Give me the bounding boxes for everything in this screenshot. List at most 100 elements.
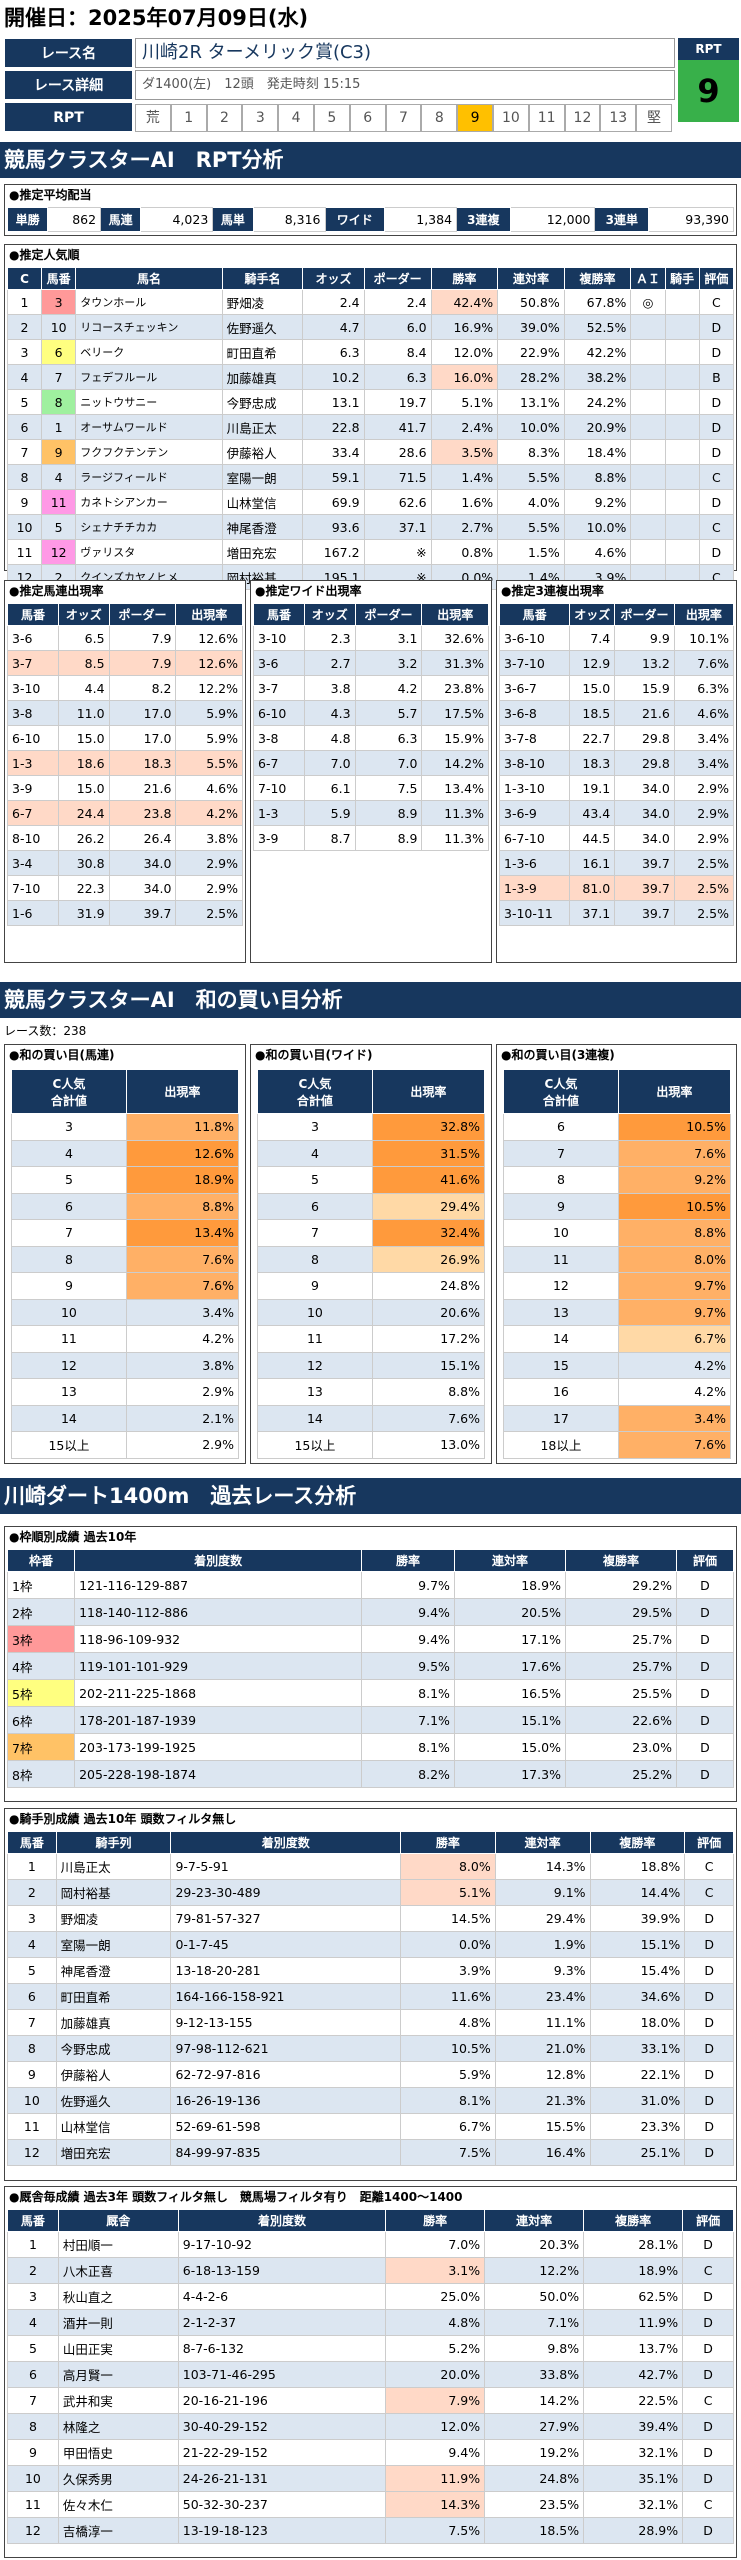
trainer-cell: 103-71-46-295 [177, 2361, 387, 2388]
table-row: 6 29.4% [257, 1192, 486, 1220]
trainer-cell: 10 [7, 2465, 59, 2492]
sum_trio-sum: 16 [503, 1378, 619, 1406]
trio-cell: 15.9 [614, 675, 675, 701]
pop-cell: 1 [41, 414, 77, 440]
trainer-cell: 11.9% [385, 2465, 486, 2492]
sum_trio-sum: 17 [503, 1404, 619, 1432]
pop-cell: 7 [6, 439, 43, 465]
sum_wide-rate: 41.6% [371, 1166, 486, 1194]
sum_quin-sum: 14 [11, 1404, 127, 1432]
table-row: 6 1 オーサムワールド 川島正太 22.8 41.7 2.4% 10.0% 20.9% D [6, 414, 735, 440]
pop-header: 複勝率 [563, 267, 632, 290]
wide-cell: 17.5% [421, 700, 489, 726]
jockey-cell: D [684, 2035, 734, 2062]
trio-cell: 2.9% [673, 800, 735, 826]
trainer-cell: C [682, 2257, 734, 2284]
gate-cell: D [675, 1733, 735, 1761]
sum_quin-rate: 4.2% [125, 1325, 240, 1353]
pop-cell: 93.6 [302, 514, 365, 540]
trio-cell: 9.9 [614, 625, 675, 651]
jockey-cell: D [684, 2139, 734, 2166]
sum_trio-rate: 4.2% [617, 1378, 732, 1406]
pop-cell [630, 339, 666, 365]
trainer-cell: D [682, 2231, 734, 2258]
trainer-cell: 20.3% [484, 2231, 585, 2258]
pop-cell: 6.0 [363, 314, 432, 340]
pop-cell: 2.4 [302, 289, 365, 315]
sum_quin-header-line: C人気 [52, 1076, 86, 1091]
jockey-header: 勝率 [399, 1831, 496, 1854]
jockey-cell: 8 [7, 2035, 57, 2062]
pop-cell: 50.8% [497, 289, 565, 315]
pop-cell: 37.1 [363, 514, 432, 540]
gate-cell: 18.9% [453, 1571, 566, 1599]
quin-cell: 4.4 [58, 675, 110, 701]
quin-cell: 17.0 [108, 700, 177, 726]
pop-cell [630, 414, 666, 440]
table-row: 4枠 119-101-101-929 9.5% 17.6% 25.7% D [6, 1652, 735, 1680]
popularity-box: ●推定人気順 C 馬番 馬名 騎手名 オッズ ポーダー 勝率 連対率 複勝率 ＡＩ 騎手 評価 1 3 タウ… [4, 244, 737, 590]
wide-cell: 15.9% [421, 725, 489, 751]
pop-cell: 18.4% [563, 439, 632, 465]
pop-cell [664, 439, 700, 465]
sum_wide-sum: 14 [257, 1404, 373, 1432]
jockey-cell: 18.8% [589, 1853, 686, 1880]
wide-cell: 7-10 [252, 775, 306, 801]
pop-cell: 71.5 [363, 464, 432, 490]
trio-cell: 21.6 [614, 700, 675, 726]
wide-title: ●推定ワイド出現率 [255, 584, 362, 598]
pop-cell: 今野忠成 [221, 389, 304, 415]
trainer-cell: D [682, 2335, 734, 2362]
sum_trio-rate: 4.2% [617, 1351, 732, 1379]
table-row: 3-6 2.7 3.2 31.3% [252, 650, 489, 676]
quin-cell: 18.3 [108, 750, 177, 776]
quin-cell: 11.0 [58, 700, 110, 726]
pop-cell: 62.6 [363, 489, 432, 515]
pop-cell: 28.2% [497, 364, 565, 390]
pop-cell: C [698, 464, 735, 490]
payout-label: 馬連 [100, 207, 142, 232]
pop-cell: タウンホール [75, 289, 223, 315]
pop-cell [630, 439, 666, 465]
table-row: 3-9 15.0 21.6 4.6% [6, 775, 243, 801]
trainer-cell: 50-32-30-237 [177, 2491, 387, 2518]
jockey-cell: 25.1% [589, 2139, 686, 2166]
jockey-cell: 9-7-5-91 [170, 1853, 401, 1880]
trainer-header: 複勝率 [583, 2209, 684, 2232]
race-detail-label: レース詳細 [4, 70, 133, 100]
pop-cell: 7 [41, 364, 77, 390]
sum_quin-rate: 2.9% [125, 1431, 240, 1459]
trainer-cell: 19.2% [484, 2439, 585, 2466]
wide-cell: 3-10 [252, 625, 306, 651]
wide-cell: 6.3 [354, 725, 423, 751]
sum_trio-sum: 15 [503, 1351, 619, 1379]
sum_wide-rate: 13.0% [371, 1431, 486, 1459]
jockey-cell: 3.9% [399, 1957, 496, 1984]
trainer-cell: 27.9% [484, 2413, 585, 2440]
gate-cell: D [675, 1679, 735, 1707]
trainer-box: ●厩舎毎成績 過去3年 頭数フィルタ無し 競馬場フィルタ有り 距離1400〜14… [4, 2186, 737, 2558]
jockey-cell: 14.4% [589, 1879, 686, 1906]
gate-cell: 178-201-187-1939 [74, 1706, 363, 1734]
pop-cell: 神尾香澄 [221, 514, 304, 540]
trainer-cell: 28.1% [583, 2231, 684, 2258]
pop-header: 評価 [698, 267, 735, 290]
wide-cell: 23.8% [421, 675, 489, 701]
quin-table: 馬番 オッズ ポーダー 出現率 3-6 6.5 7.9 12.6% 3-7 8.5 7.9 12.6%… [6, 603, 243, 926]
pop-cell [664, 389, 700, 415]
wide-cell: 11.3% [421, 825, 489, 851]
table-row: 10 5 シェナチチカカ 神尾香澄 93.6 37.1 2.7% 5.5% 10.0% C [6, 514, 735, 540]
trainer-cell: 5.2% [385, 2335, 486, 2362]
jockey-cell: 増田充宏 [55, 2139, 172, 2166]
table-row: 1-3 5.9 8.9 11.3% [252, 800, 489, 826]
pop-cell: 8 [6, 464, 43, 490]
pop-cell: 2.4% [430, 414, 499, 440]
jockey-cell: D [684, 2061, 734, 2088]
pop-cell: 4.6% [563, 539, 632, 565]
pop-cell: 41.7 [363, 414, 432, 440]
table-row: 1 村田順一 9-17-10-92 7.0% 20.3% 28.1% D [7, 2231, 734, 2258]
quin-cell: 17.0 [108, 725, 177, 751]
table-row: 5枠 202-211-225-1868 8.1% 16.5% 25.5% D [6, 1679, 735, 1707]
pop-cell: 16.9% [430, 314, 499, 340]
wide-cell: 11.3% [421, 800, 489, 826]
